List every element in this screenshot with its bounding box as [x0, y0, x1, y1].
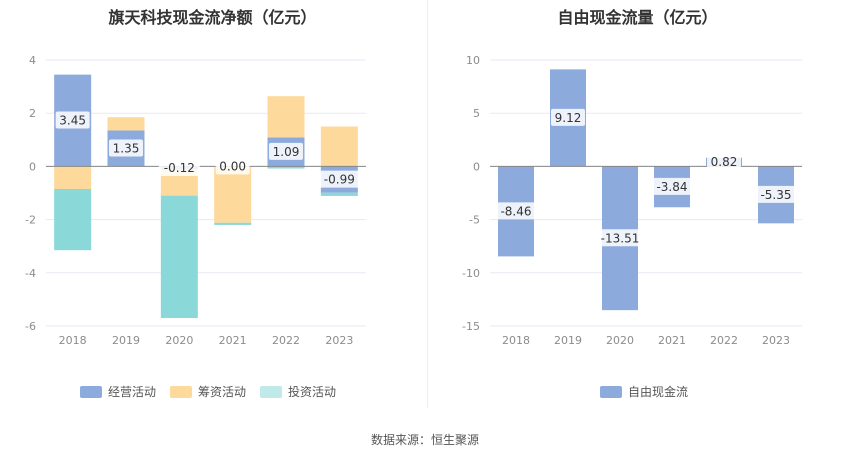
legend-swatch-financing	[170, 385, 193, 398]
data-label-bg	[158, 158, 200, 176]
data-label: -8.46	[500, 204, 531, 218]
bar-investing	[160, 195, 198, 319]
legend-label-operating: 经营活动	[108, 385, 157, 399]
legend-swatch-fcf	[600, 385, 622, 398]
data-label-bg	[651, 177, 693, 195]
x-tick-label: 2023	[762, 334, 790, 347]
data-label-bg	[551, 108, 585, 126]
legend-swatch-operating	[80, 385, 102, 398]
x-tick-label: 2020	[606, 334, 634, 347]
data-label: 3.45	[59, 114, 86, 128]
data-label-bg	[55, 111, 90, 129]
legend-label-financing: 筹资活动	[198, 385, 247, 399]
data-label: -0.12	[164, 161, 195, 175]
free-cash-flow-chart: -15 -10 -5 0 5 10 2018 2019 2020 2021 2022 2023 -8.4…	[462, 54, 802, 347]
y-tick-label: 10	[466, 54, 480, 67]
data-label: 9.12	[555, 111, 582, 125]
bar-investing	[214, 222, 252, 225]
left-chart-title: 旗天科技现金流净额（亿元）	[108, 8, 317, 27]
bar-financing	[267, 96, 305, 138]
data-label: -5.35	[760, 188, 791, 202]
bar-financing	[107, 117, 145, 131]
legend-operating[interactable]: 经营活动	[80, 383, 156, 400]
data-label-bg	[707, 153, 741, 171]
data-label-bg	[495, 202, 537, 220]
x-tick-label: 2018	[59, 334, 87, 347]
cash-flow-net-chart: -6 -4 -2 0 2 4 2018 2019 2020 2021 2022 2023 3.45 1.3…	[25, 54, 366, 347]
y-tick-label: -5	[469, 214, 480, 227]
data-label: 0.00	[219, 159, 246, 173]
legend-label-investing: 投资活动	[288, 385, 337, 399]
data-label-bg	[318, 170, 360, 188]
x-tick-label: 2018	[502, 334, 530, 347]
y-tick-label: 0	[473, 160, 480, 173]
data-label-bg	[269, 142, 303, 160]
legend-investing[interactable]: 投资活动	[260, 383, 336, 400]
x-tick-label: 2019	[554, 334, 582, 347]
y-tick-label: -6	[25, 320, 36, 333]
legend-financing[interactable]: 筹资活动	[170, 383, 246, 400]
x-tick-label: 2021	[219, 334, 247, 347]
right-chart-title: 自由现金流量（亿元）	[557, 8, 718, 27]
x-tick-label: 2023	[325, 334, 353, 347]
left-chart-legend: 经营活动 筹资活动 投资活动	[80, 383, 336, 400]
legend-label-fcf: 自由现金流	[628, 385, 689, 399]
right-chart-legend: 自由现金流	[600, 383, 688, 400]
bar-financing	[214, 166, 252, 223]
data-source: 数据来源：恒生聚源	[370, 433, 479, 447]
data-label: 0.82	[711, 155, 738, 169]
data-label: 1.35	[113, 141, 140, 155]
data-label: -13.51	[601, 231, 640, 245]
data-label: -3.84	[656, 180, 687, 194]
y-tick-label: -2	[25, 214, 36, 227]
legend-fcf[interactable]: 自由现金流	[600, 383, 688, 400]
y-tick-label: -10	[462, 267, 480, 280]
data-label: 1.09	[273, 145, 300, 159]
x-tick-label: 2022	[710, 334, 738, 347]
y-tick-label: 4	[29, 54, 36, 67]
data-label-bg	[596, 229, 644, 247]
bar-financing	[54, 166, 92, 190]
x-tick-label: 2022	[272, 334, 300, 347]
bar-investing	[54, 189, 92, 251]
y-tick-label: 0	[29, 160, 36, 173]
bar-investing	[267, 166, 305, 169]
x-tick-label: 2020	[165, 334, 193, 347]
x-tick-label: 2019	[112, 334, 140, 347]
panel-divider	[427, 0, 428, 408]
y-tick-label: -15	[462, 320, 480, 333]
data-label-bg	[215, 157, 250, 175]
data-label-bg	[109, 139, 143, 157]
y-tick-label: 5	[473, 107, 480, 120]
legend-swatch-investing	[260, 385, 283, 398]
bar-financing	[320, 126, 358, 167]
data-label-bg	[755, 185, 797, 203]
y-tick-label: -4	[25, 267, 36, 280]
x-tick-label: 2021	[658, 334, 686, 347]
y-tick-label: 2	[29, 107, 36, 120]
data-label: -0.99	[324, 173, 355, 187]
bar-investing	[320, 192, 358, 196]
